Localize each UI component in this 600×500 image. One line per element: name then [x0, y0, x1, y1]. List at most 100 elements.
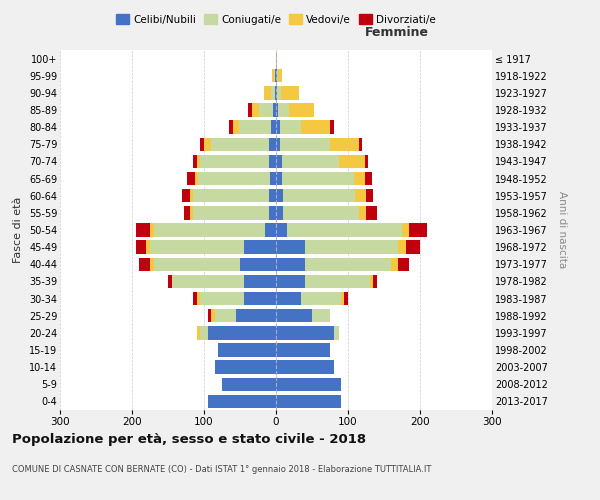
- Bar: [276, 86, 277, 100]
- Bar: [236, 309, 276, 322]
- Bar: [264, 86, 271, 100]
- Bar: [139, 258, 150, 271]
- Bar: [398, 240, 406, 254]
- Bar: [312, 309, 330, 322]
- Bar: [182, 189, 190, 202]
- Bar: [244, 240, 276, 254]
- Bar: [271, 86, 275, 100]
- Bar: [229, 120, 233, 134]
- Bar: [276, 224, 287, 236]
- Bar: [275, 86, 276, 100]
- Bar: [222, 378, 276, 391]
- Bar: [218, 344, 276, 356]
- Bar: [184, 206, 190, 220]
- Bar: [272, 69, 274, 82]
- Legend: Celibi/Nubili, Coniugati/e, Vedovi/e, Divorziati/e: Celibi/Nubili, Coniugati/e, Vedovi/e, Di…: [112, 10, 440, 29]
- Bar: [276, 309, 312, 322]
- Bar: [276, 52, 277, 66]
- Bar: [391, 258, 398, 271]
- Bar: [208, 309, 211, 322]
- Bar: [280, 138, 330, 151]
- Bar: [287, 224, 402, 236]
- Bar: [330, 138, 359, 151]
- Bar: [276, 394, 341, 408]
- Bar: [289, 104, 314, 117]
- Bar: [276, 274, 305, 288]
- Bar: [305, 258, 391, 271]
- Bar: [215, 309, 236, 322]
- Bar: [277, 69, 278, 82]
- Bar: [282, 154, 340, 168]
- Bar: [276, 360, 334, 374]
- Bar: [344, 292, 348, 306]
- Bar: [193, 292, 197, 306]
- Bar: [200, 292, 244, 306]
- Bar: [208, 326, 276, 340]
- Bar: [154, 224, 265, 236]
- Bar: [136, 224, 150, 236]
- Bar: [276, 292, 301, 306]
- Bar: [276, 240, 305, 254]
- Bar: [305, 240, 398, 254]
- Bar: [370, 274, 373, 288]
- Bar: [233, 120, 239, 134]
- Bar: [211, 309, 215, 322]
- Bar: [359, 206, 366, 220]
- Bar: [194, 172, 198, 186]
- Bar: [204, 138, 211, 151]
- Bar: [150, 258, 154, 271]
- Bar: [248, 104, 251, 117]
- Bar: [274, 69, 275, 82]
- Bar: [211, 138, 269, 151]
- Bar: [197, 326, 200, 340]
- Bar: [341, 292, 344, 306]
- Bar: [365, 154, 368, 168]
- Bar: [275, 69, 276, 82]
- Y-axis label: Fasce di età: Fasce di età: [13, 197, 23, 263]
- Bar: [208, 394, 276, 408]
- Bar: [354, 172, 365, 186]
- Bar: [239, 120, 271, 134]
- Bar: [276, 172, 282, 186]
- Bar: [269, 154, 276, 168]
- Bar: [172, 274, 244, 288]
- Bar: [282, 172, 354, 186]
- Bar: [259, 104, 273, 117]
- Bar: [334, 326, 340, 340]
- Bar: [276, 206, 283, 220]
- Bar: [200, 138, 204, 151]
- Bar: [150, 240, 244, 254]
- Bar: [406, 240, 420, 254]
- Bar: [197, 292, 200, 306]
- Text: Femmine: Femmine: [365, 26, 429, 39]
- Bar: [276, 344, 330, 356]
- Bar: [301, 120, 330, 134]
- Bar: [265, 224, 276, 236]
- Bar: [251, 104, 259, 117]
- Bar: [269, 189, 276, 202]
- Bar: [244, 292, 276, 306]
- Bar: [150, 224, 154, 236]
- Bar: [136, 240, 146, 254]
- Bar: [366, 206, 377, 220]
- Bar: [193, 206, 269, 220]
- Bar: [168, 274, 172, 288]
- Bar: [190, 189, 193, 202]
- Bar: [365, 172, 372, 186]
- Bar: [154, 258, 240, 271]
- Bar: [276, 120, 280, 134]
- Bar: [198, 172, 270, 186]
- Bar: [373, 274, 377, 288]
- Bar: [269, 206, 276, 220]
- Bar: [283, 189, 355, 202]
- Bar: [276, 378, 341, 391]
- Bar: [330, 120, 334, 134]
- Bar: [276, 189, 283, 202]
- Bar: [305, 274, 370, 288]
- Bar: [270, 172, 276, 186]
- Bar: [276, 154, 282, 168]
- Bar: [277, 86, 281, 100]
- Bar: [197, 154, 200, 168]
- Bar: [240, 258, 276, 271]
- Bar: [276, 326, 334, 340]
